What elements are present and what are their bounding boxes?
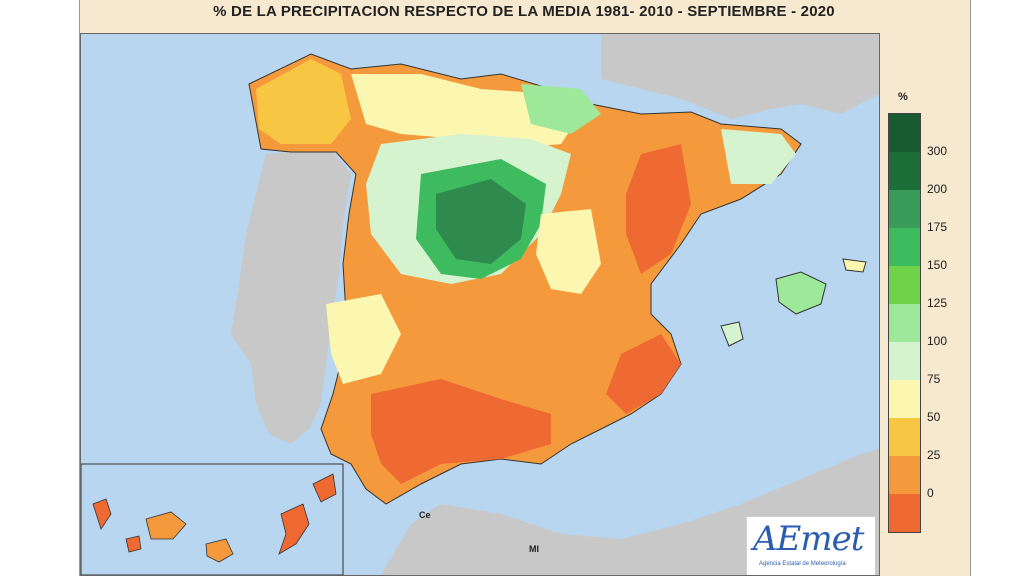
aemet-logo: AEmet Agencia Estatal de Meteorología [746,516,876,575]
portugal-landmass [231,149,351,444]
precipitation-map: Ce Ml AEmet Agencia Estatal de Meteorolo… [80,33,880,576]
legend-label: 300 [927,144,948,158]
zone-0-25-south [371,379,551,484]
zone-75-100-southwest [326,294,401,384]
legend-swatch [889,494,920,532]
canary-island-6 [312,473,337,503]
legend-swatch [889,152,920,190]
ibiza [720,321,744,347]
map-title: % DE LA PRECIPITACION RESPECTO DE LA MED… [213,3,835,20]
zone-75-100-east [536,209,601,294]
legend-swatch [889,304,920,342]
melilla-label: Ml [529,544,539,554]
legend-label: 50 [927,410,941,424]
canary-island-5 [278,503,310,555]
canary-island-2 [145,511,187,540]
ceuta-label: Ce [419,510,431,520]
legend: % 300 200 175 150 125 100 75 50 25 0 [880,33,968,574]
legend-label: 25 [927,448,941,462]
legend-label: 200 [927,182,948,196]
aemet-logo-text: AEmet [753,519,864,559]
legend-swatch-top [889,114,920,152]
zone-100-125-catalonia [721,129,796,184]
legend-swatch [889,418,920,456]
zone-0-25-southeast [606,334,681,414]
legend-swatch [889,190,920,228]
legend-label: 75 [927,372,941,386]
france-landmass [601,34,879,119]
legend-color-bar [888,113,921,533]
mallorca [775,271,827,315]
legend-label: 150 [927,258,948,272]
zone-50-75-north [256,59,351,144]
legend-label: 100 [927,334,948,348]
legend-unit: % [898,91,908,103]
legend-label: 175 [927,220,948,234]
legend-swatch [889,342,920,380]
zone-0-25-east [626,144,691,274]
legend-swatch [889,266,920,304]
aemet-logo-subtitle: Agencia Estatal de Meteorología [759,561,846,567]
canary-island-3 [125,535,142,553]
canary-island-1 [92,498,112,530]
zone-300-center [436,179,526,264]
canary-island-4 [205,538,234,563]
menorca [842,258,867,273]
zone-125-150-northeast [521,84,601,134]
legend-label: 125 [927,296,948,310]
legend-label: 0 [927,486,934,500]
legend-swatch [889,380,920,418]
legend-swatch [889,456,920,494]
map-svg [81,34,879,575]
legend-swatch [889,228,920,266]
